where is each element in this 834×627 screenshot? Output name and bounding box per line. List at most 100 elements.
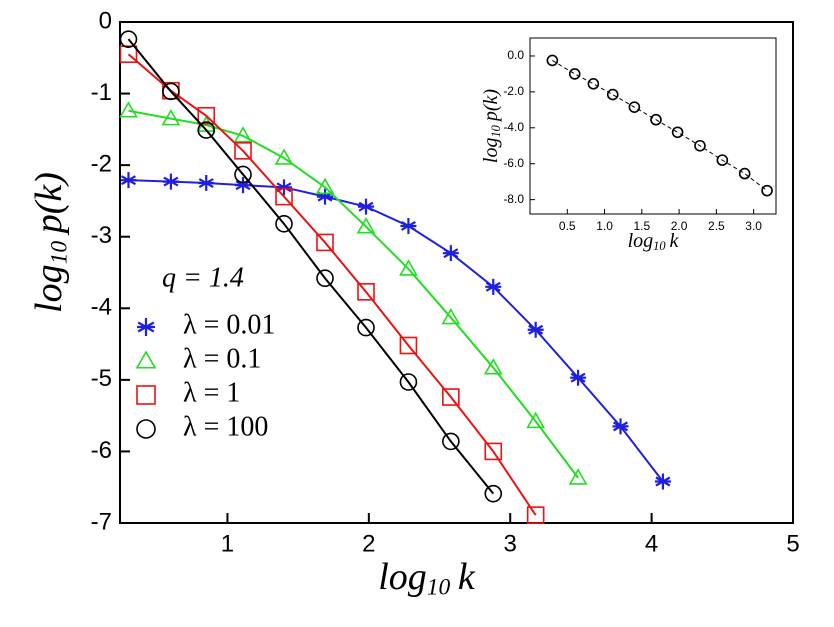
legend-marker (137, 318, 155, 336)
y-tick-label: -4 (91, 294, 112, 321)
marker (161, 109, 181, 126)
marker (357, 283, 375, 301)
marker (484, 484, 503, 503)
marker (162, 173, 179, 190)
legend-marker (136, 385, 156, 405)
marker (483, 358, 503, 375)
marker (119, 101, 138, 118)
axis-label: log10p(k) (480, 89, 503, 163)
marker (654, 473, 671, 490)
x-tick-label: 3 (504, 530, 517, 557)
y-tick-label: -2.0 (503, 84, 524, 98)
marker (234, 142, 252, 160)
axis-label-sub: 10 (489, 124, 503, 137)
x-tick-label: 2.5 (708, 219, 725, 233)
legend-title: q = 1.4 (162, 262, 244, 293)
marker (568, 68, 581, 80)
marker (233, 126, 253, 143)
marker (276, 179, 293, 196)
marker (441, 307, 461, 325)
y-tick-label: -7 (91, 508, 112, 535)
axis-label: log10 k (378, 556, 476, 601)
marker (399, 336, 418, 355)
x-tick-label: 1 (221, 530, 234, 557)
axis-label-sub: 10 (653, 239, 666, 253)
marker (358, 198, 375, 215)
y-tick-label: 0.0 (507, 48, 524, 62)
marker (274, 148, 294, 165)
marker (650, 113, 662, 126)
y-tick-label: -6.0 (503, 156, 524, 170)
marker (546, 54, 559, 67)
marker (119, 45, 138, 64)
marker (317, 188, 334, 205)
y-tick-label: -1 (91, 79, 112, 106)
marker (399, 259, 418, 276)
marker (738, 167, 751, 180)
marker (485, 278, 502, 295)
marker (162, 82, 180, 101)
marker (527, 321, 544, 338)
marker (442, 245, 459, 262)
marker (526, 411, 546, 429)
marker (587, 77, 600, 90)
marker (198, 175, 215, 192)
y-tick-label: -4.0 (503, 120, 524, 134)
marker (275, 187, 293, 206)
marker (526, 506, 545, 524)
marker (316, 233, 334, 252)
marker (568, 468, 588, 485)
series-line (127, 53, 537, 516)
marker (234, 165, 252, 184)
marker (235, 177, 252, 194)
axis-label-rest: p(k) (480, 89, 502, 124)
legend-label: λ = 100 (183, 411, 268, 442)
series-line (552, 60, 768, 192)
x-tick-label: 5 (786, 530, 799, 557)
marker (197, 106, 216, 125)
marker (357, 318, 375, 337)
y-tick-label: -5 (91, 365, 112, 392)
x-tick-label: 4 (645, 530, 658, 557)
x-tick-label: 2 (362, 530, 375, 557)
marker (761, 184, 773, 197)
marker (716, 154, 729, 166)
legend-label: λ = 0.01 (183, 309, 275, 340)
marker (442, 388, 460, 406)
marker (275, 215, 293, 233)
axis-label-base: log (28, 264, 70, 313)
marker (570, 369, 587, 386)
marker (197, 121, 216, 139)
x-tick-label: 2.0 (671, 219, 688, 233)
axis-label-base: log (628, 230, 654, 252)
axis-label-base: log (378, 556, 427, 598)
y-tick-label: -6 (91, 437, 112, 464)
axis-label: log10 k (628, 230, 680, 253)
axis-label-sub: 10 (47, 241, 73, 265)
x-tick-label: 0.5 (559, 219, 576, 233)
marker (315, 177, 335, 195)
legend-label: λ = 0.1 (183, 343, 261, 374)
marker (484, 442, 503, 461)
axis-label-rest: p(k) (28, 172, 70, 236)
axis-label-rest: k (670, 230, 680, 252)
series-line (127, 38, 495, 495)
marker (628, 101, 641, 113)
marker (400, 217, 417, 234)
x-tick-label: 3.0 (745, 219, 762, 233)
y-tick-label: -8.0 (503, 192, 524, 206)
legend-label: λ = 1 (183, 377, 240, 408)
y-tick-label: -3 (91, 222, 112, 249)
axis-label-sub: 10 (427, 575, 451, 601)
y-tick-label: 0 (99, 7, 112, 34)
axis-label: log10 p(k) (28, 172, 73, 313)
axis-label-rest: k (458, 556, 476, 598)
marker (612, 418, 629, 435)
axis-label-base: log (480, 138, 502, 164)
legend-marker (136, 419, 156, 439)
y-tick-label: -2 (91, 150, 112, 177)
marker (671, 126, 684, 139)
marker (120, 172, 137, 189)
x-tick-label: 1.0 (596, 219, 613, 233)
